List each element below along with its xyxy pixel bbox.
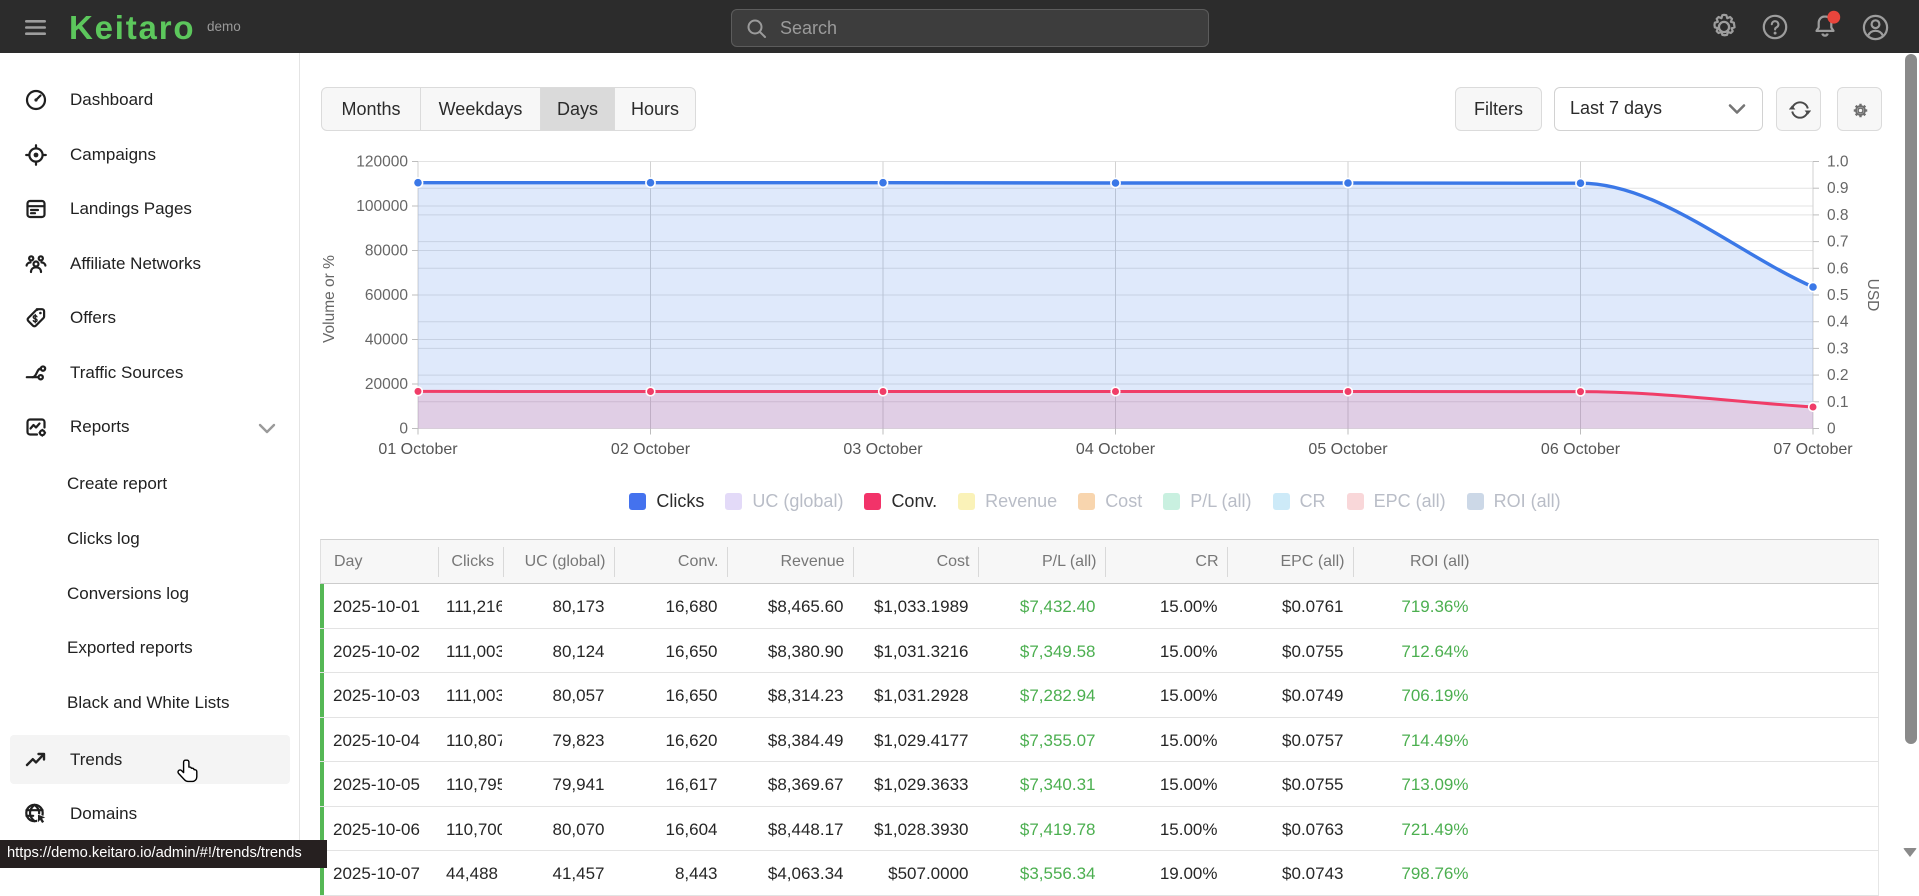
svg-text:0.7: 0.7 <box>1827 234 1849 251</box>
svg-text:80000: 80000 <box>365 243 408 260</box>
svg-text:0.3: 0.3 <box>1827 340 1849 357</box>
svg-text:0.5: 0.5 <box>1827 287 1849 304</box>
svg-text:0.2: 0.2 <box>1827 367 1849 384</box>
svg-text:100000: 100000 <box>356 198 408 215</box>
svg-text:0.9: 0.9 <box>1827 180 1849 197</box>
svg-text:0.4: 0.4 <box>1827 314 1849 331</box>
svg-text:03 October: 03 October <box>843 441 923 458</box>
svg-text:120000: 120000 <box>356 154 408 171</box>
svg-text:0.1: 0.1 <box>1827 394 1849 411</box>
svg-text:20000: 20000 <box>365 376 408 393</box>
svg-text:0: 0 <box>399 421 408 438</box>
svg-text:0.8: 0.8 <box>1827 207 1849 224</box>
svg-text:USD: USD <box>1864 279 1881 312</box>
svg-text:04 October: 04 October <box>1076 441 1156 458</box>
svg-text:60000: 60000 <box>365 287 408 304</box>
svg-text:01 October: 01 October <box>378 441 458 458</box>
svg-text:05 October: 05 October <box>1308 441 1388 458</box>
svg-text:Volume or %: Volume or % <box>321 255 338 343</box>
svg-text:07 October: 07 October <box>1773 441 1853 458</box>
svg-text:02 October: 02 October <box>611 441 691 458</box>
svg-text:06 October: 06 October <box>1541 441 1621 458</box>
svg-text:1.0: 1.0 <box>1827 154 1849 171</box>
svg-text:0.6: 0.6 <box>1827 260 1849 277</box>
svg-text:0: 0 <box>1827 421 1836 438</box>
svg-text:40000: 40000 <box>365 332 408 349</box>
